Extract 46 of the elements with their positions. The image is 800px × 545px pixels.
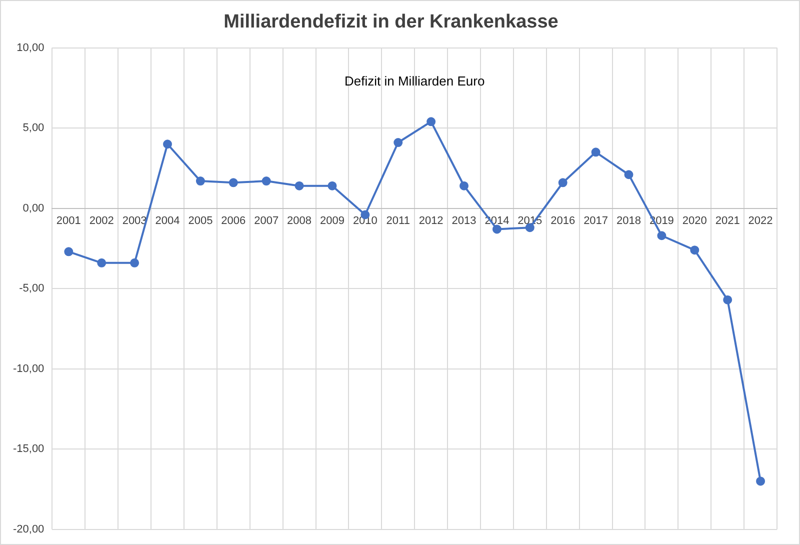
y-tick-label: -5,00 [19,282,44,295]
x-tick-label: 2013 [452,214,476,227]
x-tick-label: 2001 [56,214,81,227]
point [723,295,732,304]
point [64,247,74,256]
x-tick-label: 2008 [287,214,312,227]
y-tick-label: -15,00 [12,443,44,456]
y-tick-label: -20,00 [12,523,44,536]
y-tick-label: 5,00 [22,122,44,134]
point [657,231,666,240]
x-tick-label: 2006 [221,214,246,227]
point [756,476,766,486]
x-tick-label: 2005 [188,214,213,227]
point [294,181,304,190]
x-tick-label: 2016 [550,214,576,227]
x-tick-label: 2002 [89,214,114,227]
y-tick-label: 10,00 [16,42,44,54]
point [196,176,205,186]
x-tick-label: 2009 [320,214,344,227]
x-tick-label: 2011 [386,214,410,227]
chart-title: Milliardendefizit in der Krankenkasse [224,12,558,33]
y-tick-label: 0,00 [22,202,44,214]
point [492,224,502,234]
point [558,178,568,188]
point [328,181,337,190]
point [624,170,634,180]
point [228,178,238,188]
x-tick-label: 2022 [748,214,773,227]
point [690,246,700,255]
x-tick-label: 2017 [584,214,608,227]
point [460,181,469,190]
point [591,148,600,157]
y-tick-label: -10,00 [12,362,44,375]
point [262,176,271,186]
x-tick-label: 2007 [254,214,279,227]
annotation: Defizit in Milliarden Euro [344,73,485,88]
point [163,140,172,149]
x-tick-label: 2020 [682,214,707,227]
point [97,258,106,268]
point [394,138,403,148]
x-tick-label: 2004 [155,214,180,227]
x-tick-label: 2018 [616,214,641,227]
point [130,258,140,268]
point [426,117,436,126]
x-tick-label: 2012 [418,214,444,227]
x-tick-label: 2021 [715,214,740,227]
